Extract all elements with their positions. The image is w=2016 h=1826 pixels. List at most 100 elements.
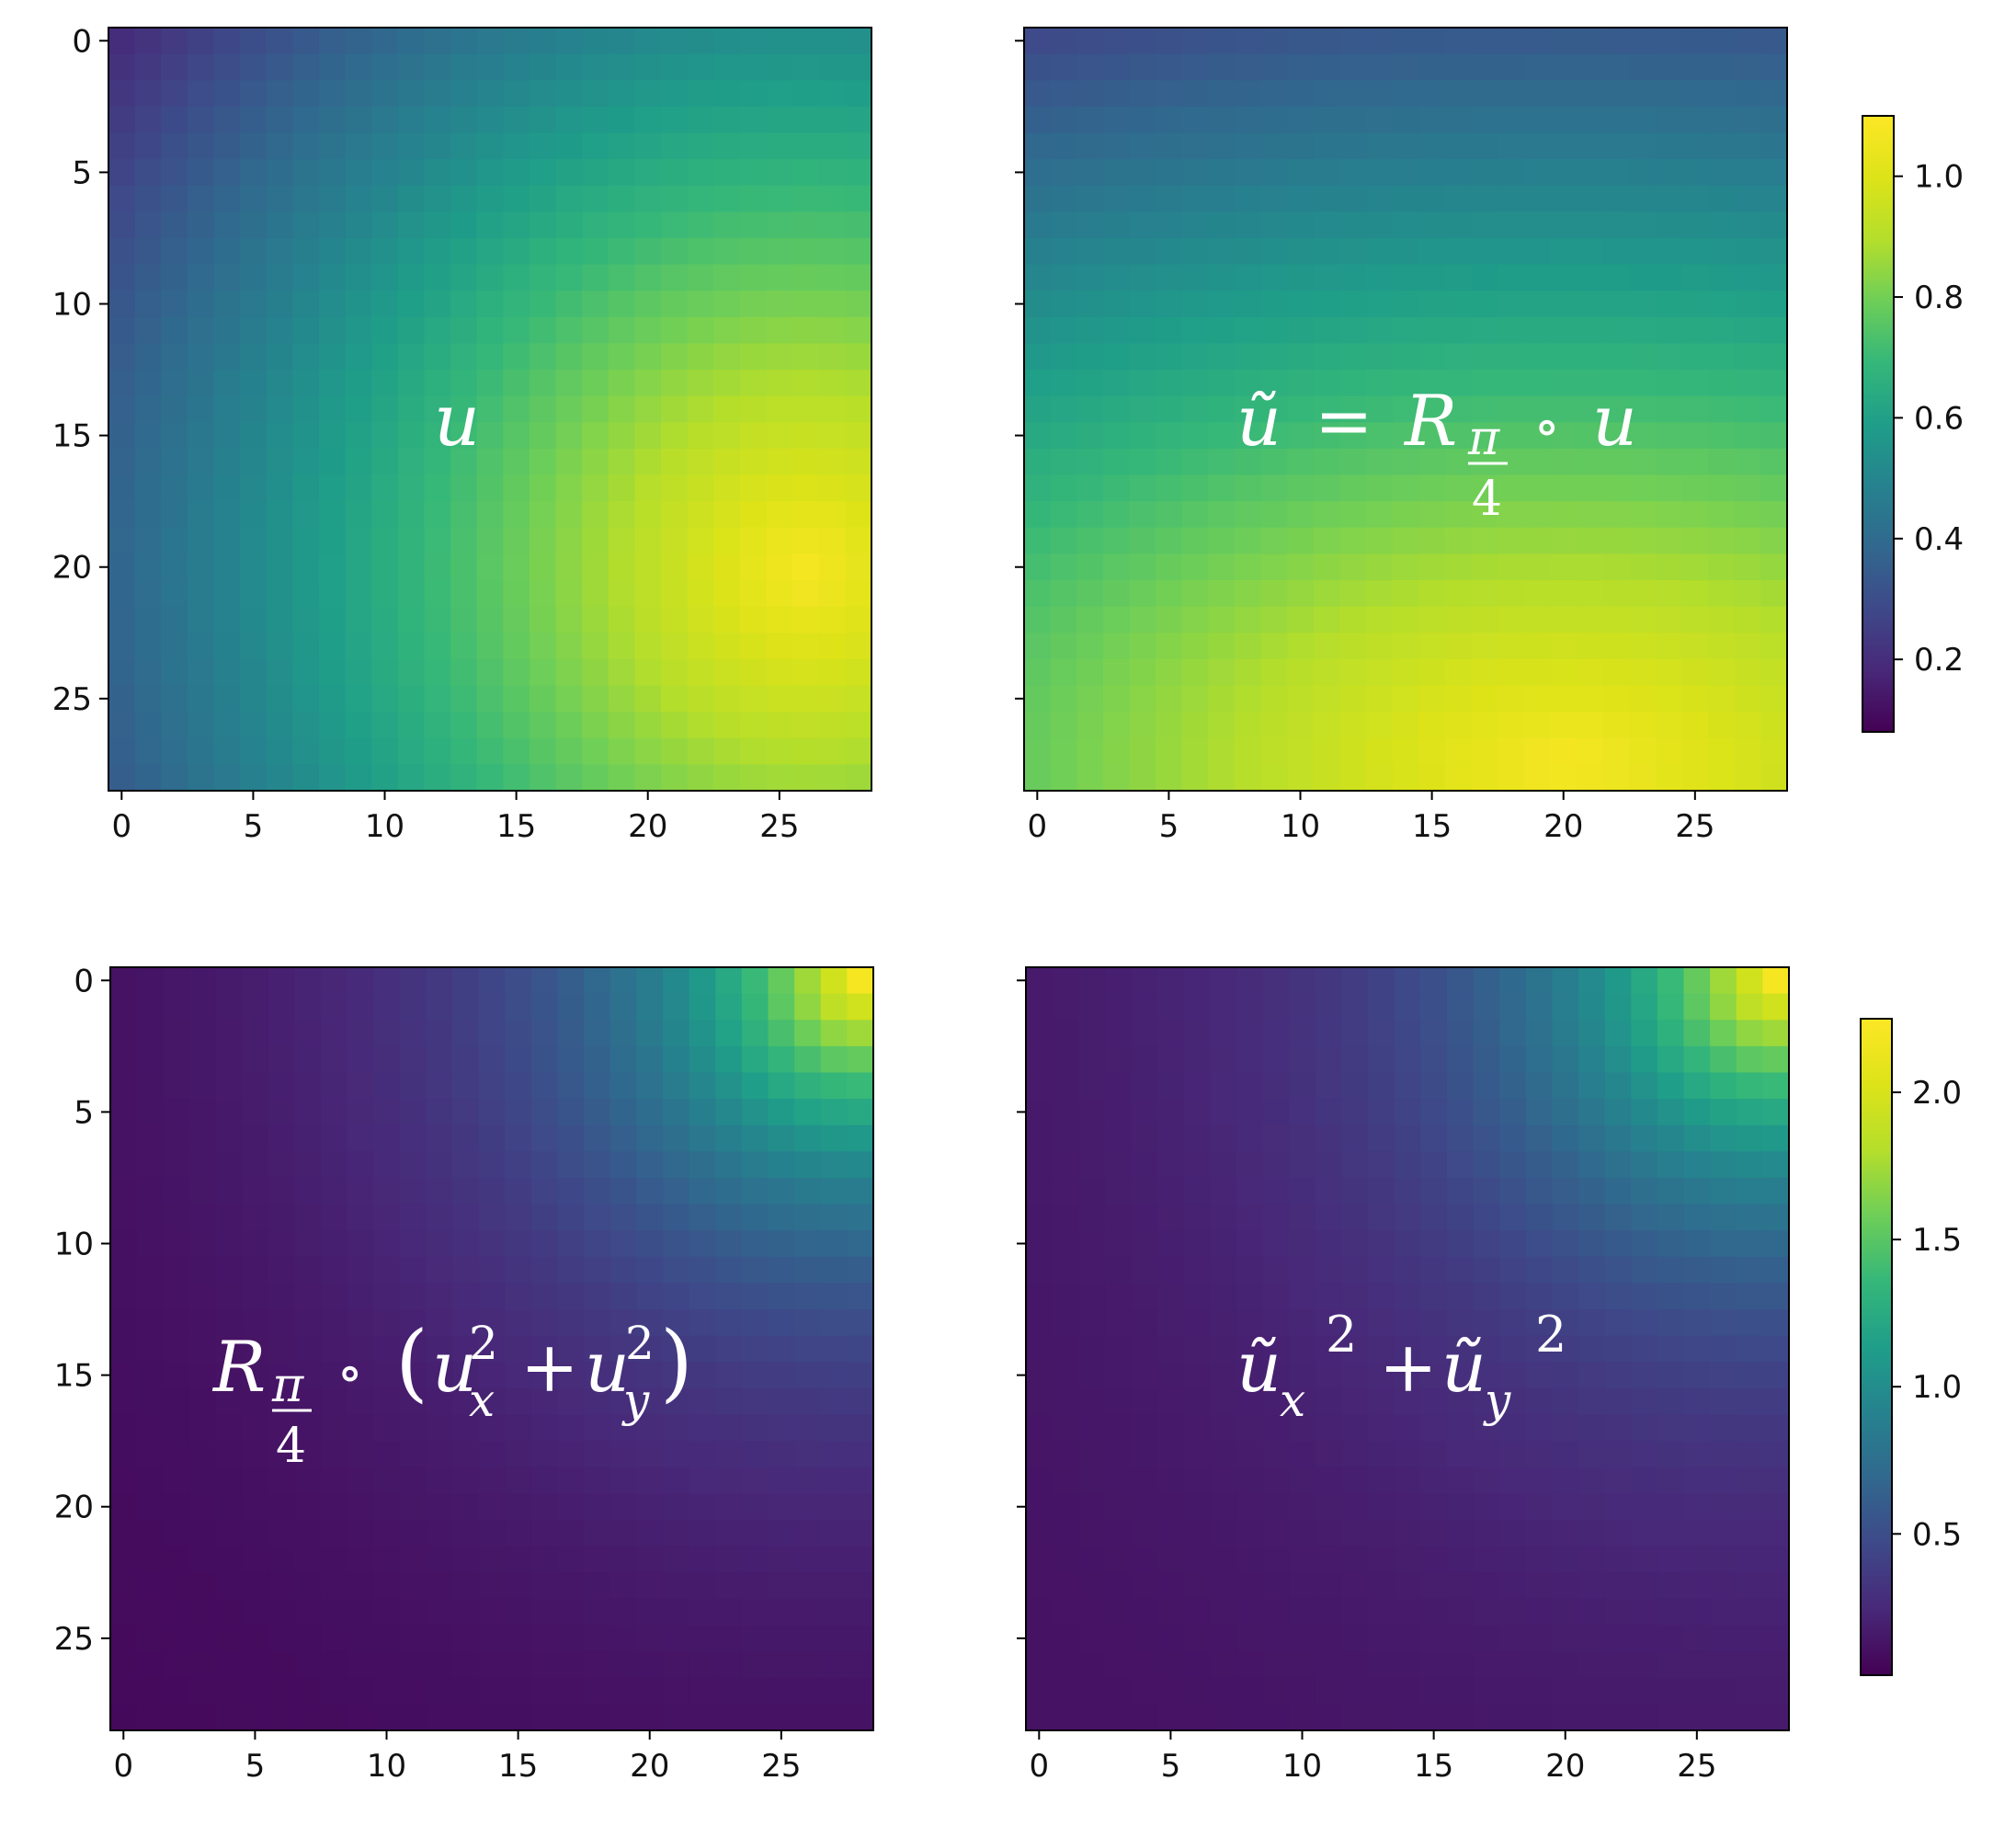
heatmap-cell [792,185,820,212]
heatmap-cell [555,712,583,739]
heatmap-cell [1604,1309,1632,1337]
heatmap-cell [715,1045,743,1074]
heatmap-cell [1762,1099,1790,1126]
heatmap-cell [1157,1414,1185,1442]
heatmap-cell [505,1151,532,1179]
heatmap-cell [476,264,504,291]
heatmap-cell [1577,106,1604,134]
heatmap-cell [268,1441,295,1468]
heatmap-cell [1183,1309,1211,1337]
heatmap-cell [134,554,162,581]
annotation-part: y [1483,1374,1511,1427]
heatmap-cell [584,1572,611,1600]
heatmap-cell [529,316,557,345]
heatmap-cell [1157,1362,1185,1389]
heatmap-cell [318,132,347,160]
heatmap-cell [268,1177,295,1205]
heatmap-cell [318,554,347,581]
heatmap-cell [1052,1283,1079,1310]
heatmap-cell [1366,554,1394,581]
heatmap-cell [1262,993,1290,1021]
heatmap-cell [1026,1677,1054,1705]
heatmap-cell [1681,527,1709,555]
heatmap-cell [1208,474,1236,502]
heatmap-cell [1341,1387,1369,1416]
heatmap-cell [1156,658,1183,687]
heatmap-cell [452,1204,480,1231]
heatmap-cell [1313,527,1341,555]
heatmap-cell [1762,967,1790,995]
heatmap-cell [242,1309,269,1337]
heatmap-cell [1392,606,1419,633]
heatmap-cell [687,685,714,713]
heatmap-cell [1129,28,1156,55]
heatmap-cell [426,1677,453,1705]
heatmap-cell [1657,1493,1685,1521]
heatmap-cell [1076,501,1104,529]
heatmap-cell [266,53,293,81]
heatmap-cell [689,1651,716,1679]
heatmap-cell [1657,1124,1685,1152]
heatmap-cell [741,1677,769,1705]
heatmap-cell [424,28,451,55]
heatmap-cell [1368,1124,1395,1152]
heatmap-cell [213,106,241,134]
heatmap-cell [1024,685,1052,713]
heatmap-cell [555,448,583,476]
heatmap-cell [320,1625,348,1652]
heatmap-cell [1446,1309,1475,1337]
heatmap-cell [1710,1283,1737,1310]
heatmap-cell [136,1546,164,1573]
heatmap-cell [1762,1572,1790,1600]
heatmap-cell [820,1309,848,1337]
heatmap-cell [608,658,636,687]
heatmap-cell [426,1625,453,1652]
heatmap-cell [240,712,268,739]
heatmap-cell [1550,685,1577,713]
heatmap-cell [1260,237,1288,266]
heatmap-cell [1024,580,1052,608]
heatmap-cell [687,80,714,108]
heatmap-cell [1260,764,1288,792]
heatmap-cell [399,1256,427,1284]
heatmap-cell [1499,1625,1527,1652]
heatmap-cell [1683,1362,1711,1389]
heatmap-cell [1444,132,1473,160]
heatmap-cell [1710,1598,1737,1626]
heatmap-cell [292,211,320,239]
heatmap-cell [768,1493,795,1521]
heatmap-cell [609,1677,638,1705]
heatmap-cell [557,1572,585,1600]
heatmap-cell [1129,185,1156,212]
heatmap-cell [818,80,846,108]
heatmap-cell [1657,1362,1685,1389]
heatmap-cell [713,80,741,108]
heatmap-cell [1577,316,1604,345]
heatmap-cell [1368,1625,1395,1652]
annotation-part: π [1467,411,1500,466]
heatmap-cell [450,501,478,529]
heatmap-cell [713,106,741,134]
heatmap-cell [584,1441,611,1468]
heatmap-cell [1104,1493,1133,1521]
heatmap-cell [161,633,188,660]
heatmap-cell [1287,448,1315,476]
heatmap-cell [426,1546,453,1573]
heatmap-cell [1552,967,1579,995]
heatmap-cell [1157,1045,1185,1074]
heatmap-cell [345,159,372,187]
heatmap-cell [1260,395,1288,423]
heatmap-cell [188,1677,217,1705]
heatmap-cell [108,185,136,212]
heatmap-cell [1341,1677,1369,1705]
heatmap-cell [663,1045,690,1074]
heatmap-cell [371,737,399,765]
heatmap-cell [1498,712,1525,739]
heatmap-cell [1734,422,1761,450]
axes-frame [1023,27,1788,792]
heatmap-cell [557,967,585,995]
heatmap-cell [1052,1230,1079,1258]
heatmap-cell [794,993,822,1021]
heatmap-cell [452,1651,480,1679]
heatmap-cell [1446,1598,1475,1626]
